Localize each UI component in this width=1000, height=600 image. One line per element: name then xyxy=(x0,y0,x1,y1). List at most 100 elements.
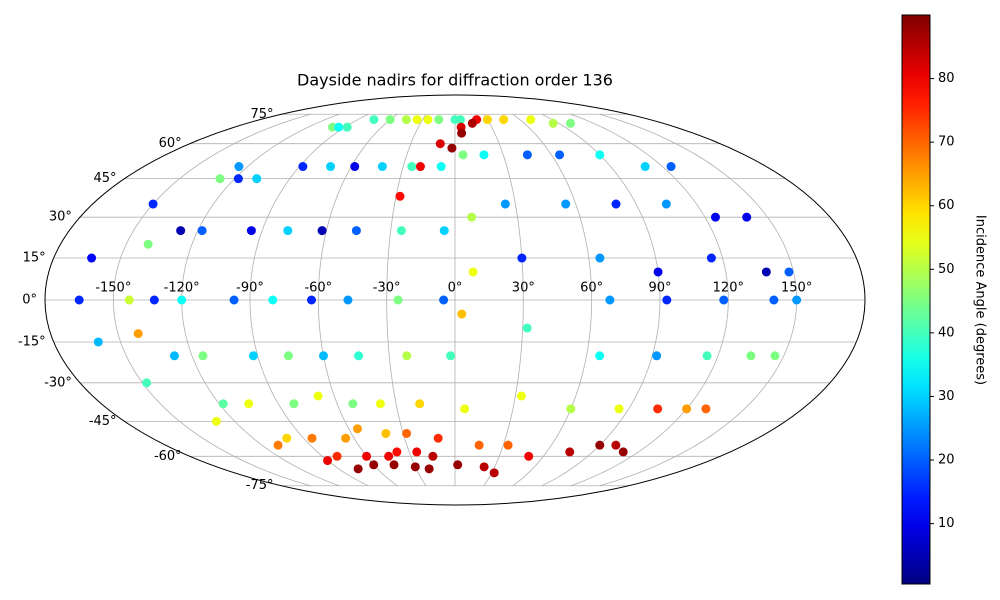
point xyxy=(307,433,317,443)
point xyxy=(143,239,153,249)
y-tick-label: 75° xyxy=(250,107,273,122)
point xyxy=(313,391,323,401)
point xyxy=(565,447,575,457)
point xyxy=(769,295,779,305)
point xyxy=(233,174,243,184)
point xyxy=(323,456,333,466)
map-boundary xyxy=(44,94,866,506)
point xyxy=(377,162,387,172)
point xyxy=(489,468,499,478)
point xyxy=(653,267,663,277)
point xyxy=(792,295,802,305)
point xyxy=(415,399,425,409)
point xyxy=(396,226,406,236)
point xyxy=(701,404,711,414)
point xyxy=(474,440,484,450)
point xyxy=(662,295,672,305)
chart-title: Dayside nadirs for diffraction order 136 xyxy=(297,71,613,90)
point xyxy=(351,226,361,236)
point xyxy=(177,295,187,305)
point xyxy=(522,150,532,160)
point xyxy=(561,199,571,209)
point xyxy=(402,351,412,361)
point xyxy=(176,226,186,236)
x-tick-label: -30° xyxy=(373,281,401,296)
point xyxy=(246,226,256,236)
point xyxy=(595,150,605,160)
colorbar xyxy=(901,14,931,585)
point xyxy=(393,295,403,305)
point xyxy=(479,150,489,160)
point xyxy=(169,351,179,361)
point xyxy=(614,404,624,414)
point xyxy=(455,115,465,125)
point xyxy=(307,295,316,305)
point xyxy=(457,309,467,319)
point xyxy=(447,143,457,153)
point xyxy=(87,253,97,263)
point xyxy=(229,295,239,305)
point xyxy=(369,460,379,470)
point xyxy=(566,404,576,414)
point xyxy=(424,464,434,474)
point xyxy=(436,162,446,172)
point xyxy=(352,424,362,434)
y-tick-label: 15° xyxy=(23,251,46,266)
point xyxy=(761,267,771,277)
point xyxy=(611,199,621,209)
x-tick-label: 0° xyxy=(448,281,463,296)
y-tick-label: 60° xyxy=(159,136,182,151)
x-tick-label: -90° xyxy=(236,281,264,296)
colorbar-tick-label: 60 xyxy=(938,198,955,213)
point xyxy=(395,191,405,201)
point xyxy=(423,115,433,125)
y-tick-label: -15° xyxy=(18,334,46,349)
point xyxy=(133,329,143,339)
point xyxy=(770,351,780,361)
point xyxy=(467,212,477,222)
point xyxy=(706,253,716,263)
x-tick-label: 120° xyxy=(713,281,744,296)
y-tick-label: -60° xyxy=(154,449,182,464)
point xyxy=(428,451,438,461)
point xyxy=(353,464,363,474)
point xyxy=(354,351,364,361)
point xyxy=(468,267,478,277)
points xyxy=(74,115,802,478)
point xyxy=(435,139,445,149)
point xyxy=(375,399,385,409)
point xyxy=(500,199,510,209)
point xyxy=(595,440,605,450)
point xyxy=(548,118,558,128)
point xyxy=(244,399,254,409)
point xyxy=(410,462,420,472)
point xyxy=(467,118,477,128)
colorbar-tick-label: 30 xyxy=(938,389,955,404)
point xyxy=(719,295,729,305)
point xyxy=(334,122,344,132)
point xyxy=(412,115,422,125)
tick-labels: -150° -120° -90° -60° -30° 0° 30° 60° 90° 120° 150… xyxy=(18,107,812,493)
point xyxy=(341,433,351,443)
point xyxy=(342,122,352,132)
point xyxy=(273,440,283,450)
point xyxy=(211,416,221,426)
point xyxy=(499,115,509,125)
x-tick-label: -60° xyxy=(304,281,332,296)
point xyxy=(611,440,621,450)
point xyxy=(439,295,449,305)
point xyxy=(407,162,417,172)
y-tick-label: 45° xyxy=(94,171,117,186)
point xyxy=(503,440,513,450)
point xyxy=(401,115,411,125)
point xyxy=(215,174,225,184)
point xyxy=(74,295,84,305)
point xyxy=(362,451,372,461)
point xyxy=(640,162,650,172)
point xyxy=(268,295,278,305)
point xyxy=(148,199,158,209)
x-tick-label: 150° xyxy=(781,281,812,296)
point xyxy=(526,115,536,125)
point xyxy=(434,115,444,125)
